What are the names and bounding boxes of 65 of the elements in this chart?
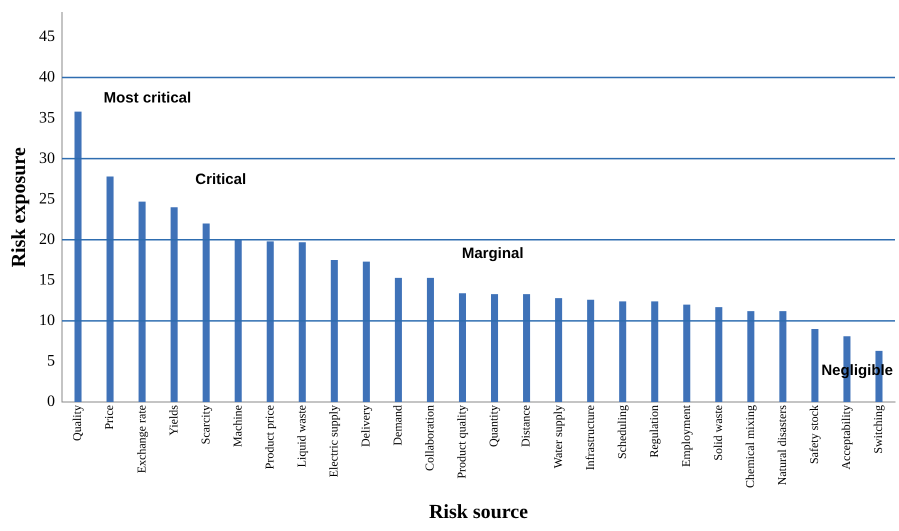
x-tick-label: Demand xyxy=(390,405,405,446)
bar xyxy=(458,293,466,402)
y-tick-label: 25 xyxy=(39,190,55,208)
x-tick-label: Machine xyxy=(230,405,244,447)
x-tick-label: Liquid waste xyxy=(294,405,308,468)
y-tick-label: 35 xyxy=(39,109,55,126)
bar xyxy=(555,298,562,402)
y-axis-title: Risk exposure xyxy=(8,147,30,268)
bar xyxy=(779,311,786,402)
x-tick-label: Solid waste xyxy=(710,405,725,461)
bar xyxy=(651,301,658,402)
x-tick-label: Yields xyxy=(166,404,180,436)
x-tick-label: Exchange rate xyxy=(134,405,148,474)
x-tick-label: Water supply xyxy=(550,405,565,468)
annotation: Most critical xyxy=(104,89,192,106)
x-tick-label: Delivery xyxy=(358,405,373,447)
bar xyxy=(683,304,690,402)
y-tick-label: 15 xyxy=(39,272,55,289)
bar xyxy=(266,241,274,402)
x-tick-label: Chemical mixing xyxy=(742,405,757,488)
x-tick-label: Natural disasters xyxy=(775,404,790,486)
x-tick-label: Scheduling xyxy=(614,405,629,460)
y-tick-label: 10 xyxy=(39,312,55,330)
bar xyxy=(523,294,530,402)
x-tick-label: Safety stock xyxy=(807,405,822,464)
x-tick-label: Collaboration xyxy=(422,405,437,472)
bar xyxy=(619,301,626,402)
x-tick-label: Switching xyxy=(871,405,886,454)
bar xyxy=(330,260,338,402)
bar xyxy=(202,224,210,402)
bar xyxy=(394,278,402,402)
x-tick-label: Electric supply xyxy=(326,405,340,478)
y-tick-label: 40 xyxy=(39,68,55,86)
bar xyxy=(138,202,146,402)
x-tick-label: Acceptability xyxy=(839,405,854,470)
x-tick-label: Regulation xyxy=(646,405,661,458)
x-tick-label: Price xyxy=(102,405,116,430)
bar xyxy=(234,238,242,402)
bar xyxy=(490,294,498,402)
y-tick-label: 30 xyxy=(39,150,55,167)
y-tick-label: 45 xyxy=(39,28,55,46)
y-tick-label: 0 xyxy=(47,393,55,410)
x-tick-label: Quantity xyxy=(486,405,501,448)
bar xyxy=(747,311,754,402)
annotation: Marginal xyxy=(462,245,524,262)
x-tick-label: Quality xyxy=(70,405,84,442)
x-tick-label: Distance xyxy=(518,405,533,447)
x-tick-label: Infrastructure xyxy=(582,405,597,470)
annotation: Critical xyxy=(195,171,246,188)
bar xyxy=(587,300,594,402)
bar xyxy=(715,307,722,402)
x-tick-label: Product price xyxy=(262,405,276,470)
bar xyxy=(170,207,178,402)
y-tick-label: 5 xyxy=(47,352,55,370)
x-tick-label: Employment xyxy=(678,404,693,468)
bar xyxy=(811,329,818,402)
x-tick-label: Scarcity xyxy=(198,405,212,444)
x-tick-label: Product quality xyxy=(454,405,469,479)
bar xyxy=(106,176,114,402)
bar xyxy=(362,262,370,402)
x-axis-title: Risk source xyxy=(428,501,528,524)
bar xyxy=(426,278,434,402)
bar xyxy=(74,112,82,402)
y-tick-label: 20 xyxy=(39,230,55,248)
bar xyxy=(298,242,306,402)
